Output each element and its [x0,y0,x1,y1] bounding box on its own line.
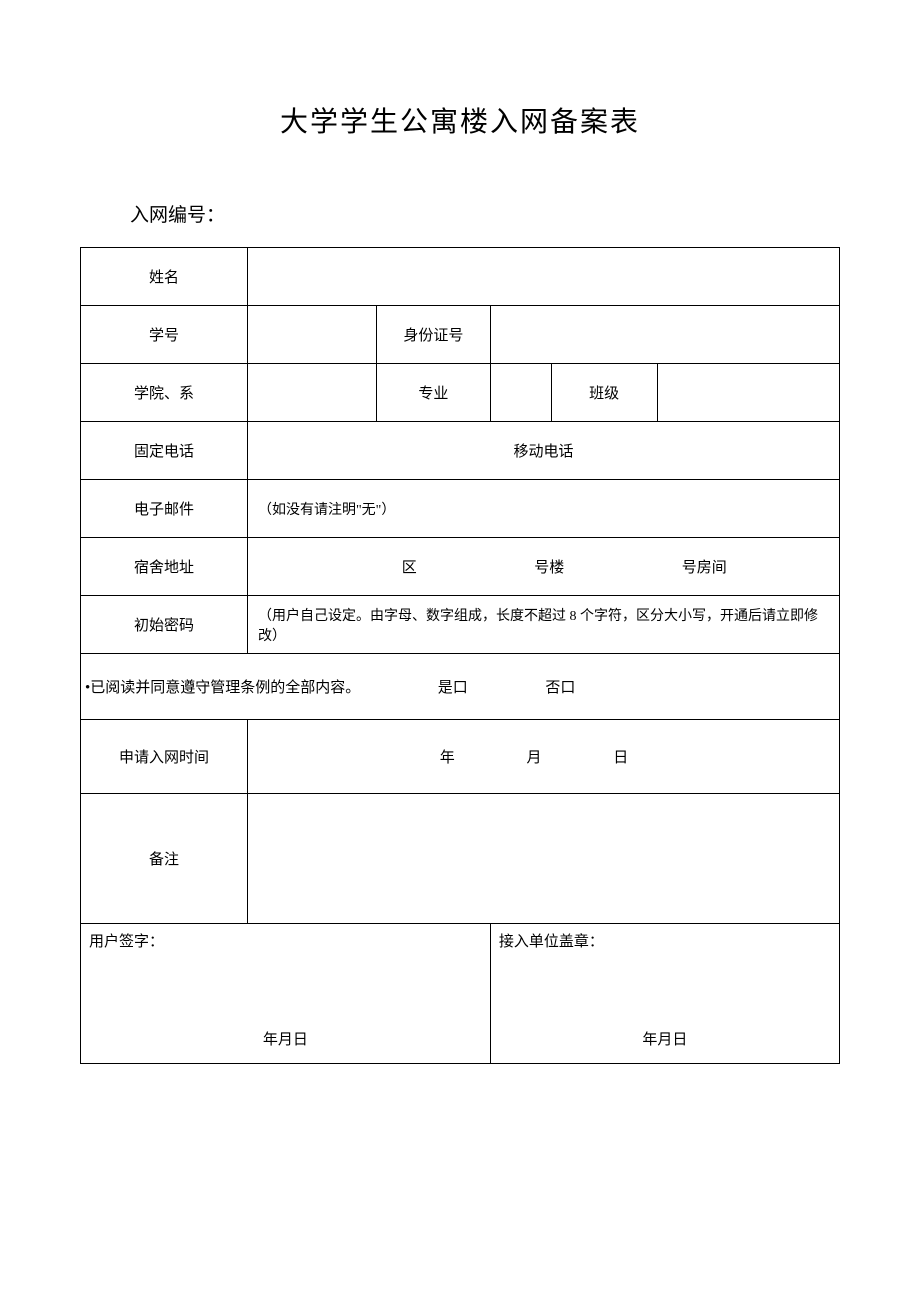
label-mobile-phone: 移动电话 [247,422,839,480]
row-signature: 用户签字： 年月日 接入单位盖章： 年月日 [81,924,840,1064]
agreement-text: 已阅读并同意遵守管理条例的全部内容。 [90,680,360,696]
label-class: 班级 [551,364,657,422]
agree-yes-label: 是 [438,680,453,696]
label-user-sign: 用户签字： [89,930,482,951]
label-name: 姓名 [81,248,248,306]
label-major: 专业 [376,364,490,422]
checkbox-no[interactable]: 口 [560,676,575,697]
date-month-label: 月 [526,750,545,766]
user-sign-date: 年月日 [81,1028,490,1049]
date-day-label: 日 [613,750,632,766]
serial-number-label: 入网编号： [130,200,840,227]
field-college[interactable] [247,364,376,422]
agreement-cell: •已阅读并同意遵守管理条例的全部内容。 是口 否口 [81,654,840,720]
row-apply-time: 申请入网时间 年 月 日 [81,720,840,794]
row-password: 初始密码 （用户自己设定。由字母、数字组成，长度不超过 8 个字符，区分大小写，… [81,596,840,654]
label-fixed-phone: 固定电话 [81,422,248,480]
user-signature-cell[interactable]: 用户签字： 年月日 [81,924,491,1064]
checkbox-yes[interactable]: 口 [453,676,468,697]
label-dorm: 宿舍地址 [81,538,248,596]
date-year-label: 年 [440,750,459,766]
field-id-number[interactable] [490,306,839,364]
field-dorm[interactable]: 区 号楼 号房间 [247,538,839,596]
field-student-id[interactable] [247,306,376,364]
row-agreement: •已阅读并同意遵守管理条例的全部内容。 是口 否口 [81,654,840,720]
label-college: 学院、系 [81,364,248,422]
field-remark[interactable] [247,794,839,924]
field-class[interactable] [657,364,839,422]
label-unit-stamp: 接入单位盖章： [499,930,831,951]
field-apply-time[interactable]: 年 月 日 [247,720,839,794]
row-dorm: 宿舍地址 区 号楼 号房间 [81,538,840,596]
label-email: 电子邮件 [81,480,248,538]
row-college: 学院、系 专业 班级 [81,364,840,422]
row-remark: 备注 [81,794,840,924]
addr-building-label: 号楼 [534,556,564,577]
addr-room-label: 号房间 [682,556,727,577]
page-title: 大学学生公寓楼入网备案表 [80,100,840,140]
unit-stamp-date: 年月日 [491,1028,839,1049]
label-remark: 备注 [81,794,248,924]
label-id-number: 身份证号 [376,306,490,364]
row-student-id: 学号 身份证号 [81,306,840,364]
label-password: 初始密码 [81,596,248,654]
label-student-id: 学号 [81,306,248,364]
addr-area-label: 区 [402,556,417,577]
row-email: 电子邮件 （如没有请注明"无"） [81,480,840,538]
row-phone: 固定电话 移动电话 [81,422,840,480]
agree-no-label: 否 [545,680,560,696]
field-major[interactable] [490,364,551,422]
row-name: 姓名 [81,248,840,306]
label-apply-time: 申请入网时间 [81,720,248,794]
field-name[interactable] [247,248,839,306]
field-email-note[interactable]: （如没有请注明"无"） [247,480,839,538]
field-password-note[interactable]: （用户自己设定。由字母、数字组成，长度不超过 8 个字符，区分大小写，开通后请立… [247,596,839,654]
registration-table: 姓名 学号 身份证号 学院、系 专业 班级 固定电话 移动电话 电子邮件 （如没… [80,247,840,1064]
unit-stamp-cell[interactable]: 接入单位盖章： 年月日 [490,924,839,1064]
